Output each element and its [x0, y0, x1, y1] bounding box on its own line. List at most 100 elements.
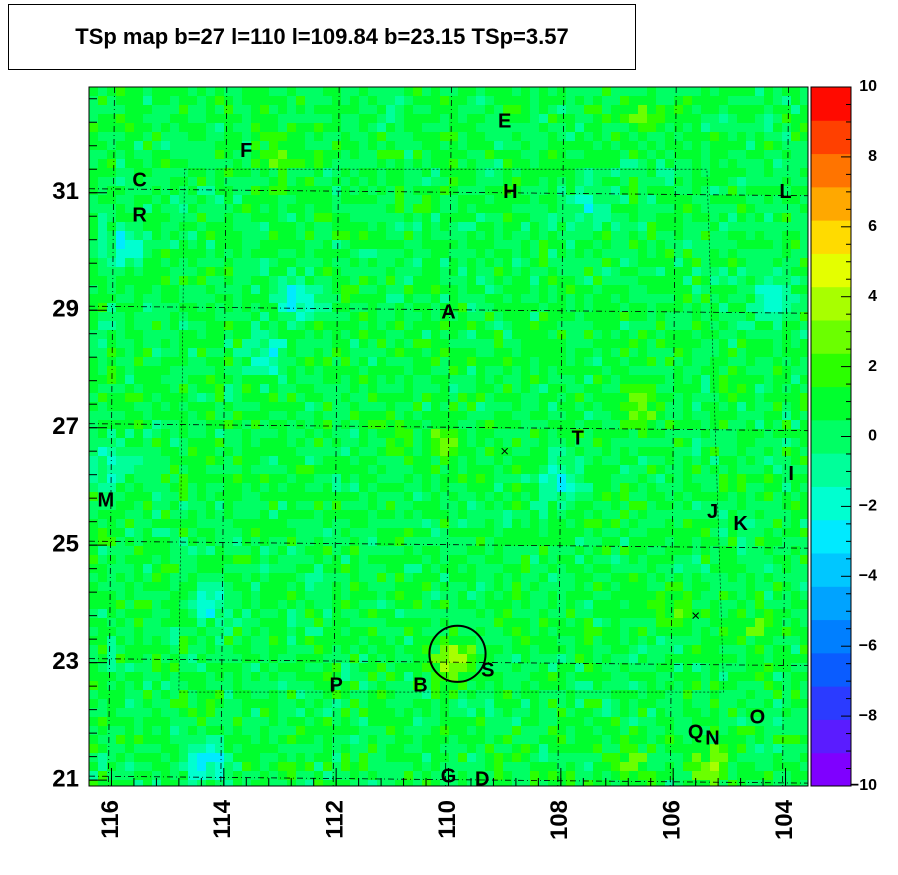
heatmap-cell [125, 555, 134, 564]
heatmap-cell [359, 627, 368, 636]
heatmap-cell [449, 492, 458, 501]
heatmap-cell [494, 348, 503, 357]
heatmap-cell [134, 213, 143, 222]
heatmap-cell [152, 330, 161, 339]
heatmap-cell [620, 168, 629, 177]
heatmap-cell [422, 438, 431, 447]
heatmap-cell [395, 195, 404, 204]
heatmap-cell [521, 465, 530, 474]
heatmap-cell [161, 339, 170, 348]
heatmap-cell [107, 123, 116, 132]
heatmap-cell [629, 546, 638, 555]
heatmap-cell [296, 573, 305, 582]
heatmap-cell [413, 474, 422, 483]
heatmap-cell [107, 348, 116, 357]
heatmap-cell [539, 222, 548, 231]
heatmap-cell [116, 114, 125, 123]
heatmap-cell [512, 231, 521, 240]
heatmap-cell [620, 213, 629, 222]
heatmap-cell [791, 303, 800, 312]
heatmap-cell [287, 330, 296, 339]
heatmap-cell [134, 357, 143, 366]
heatmap-cell [530, 627, 539, 636]
heatmap-cell [305, 195, 314, 204]
heatmap-cell [206, 627, 215, 636]
heatmap-cell [764, 105, 773, 114]
heatmap-cell [143, 222, 152, 231]
heatmap-cell [593, 105, 602, 114]
heatmap-cell [512, 132, 521, 141]
heatmap-cell [152, 582, 161, 591]
heatmap-cell [656, 114, 665, 123]
heatmap-cell [368, 195, 377, 204]
heatmap-cell [701, 465, 710, 474]
heatmap-cell [386, 582, 395, 591]
heatmap-cell [530, 438, 539, 447]
heatmap-cell [530, 537, 539, 546]
heatmap-cell [206, 411, 215, 420]
heatmap-cell [233, 645, 242, 654]
heatmap-cell [476, 555, 485, 564]
heatmap-cell [764, 510, 773, 519]
heatmap-cell [116, 150, 125, 159]
heatmap-cell [188, 501, 197, 510]
heatmap-cell [467, 609, 476, 618]
heatmap-cell [701, 87, 710, 96]
heatmap-cell [530, 501, 539, 510]
heatmap-cell [170, 618, 179, 627]
heatmap-cell [647, 186, 656, 195]
heatmap-cell [656, 105, 665, 114]
heatmap-cell [683, 501, 692, 510]
heatmap-cell [647, 402, 656, 411]
heatmap-cell [737, 375, 746, 384]
heatmap-cell [620, 357, 629, 366]
heatmap-cell [719, 87, 728, 96]
heatmap-cell [728, 519, 737, 528]
heatmap-cell [413, 249, 422, 258]
heatmap-cell [224, 591, 233, 600]
heatmap-cell [800, 546, 808, 555]
heatmap-cell [413, 222, 422, 231]
heatmap-cell [368, 465, 377, 474]
heatmap-cell [215, 402, 224, 411]
heatmap-cell [629, 555, 638, 564]
heatmap-cell [458, 429, 467, 438]
heatmap-cell [233, 96, 242, 105]
heatmap-cell [89, 519, 98, 528]
heatmap-cell [467, 87, 476, 96]
heatmap-cell [620, 429, 629, 438]
heatmap-cell [719, 213, 728, 222]
heatmap-cell [755, 492, 764, 501]
heatmap-cell [233, 159, 242, 168]
heatmap-cell [710, 627, 719, 636]
heatmap-cell [134, 429, 143, 438]
heatmap-cell [638, 177, 647, 186]
heatmap-cell [674, 276, 683, 285]
heatmap-cell [800, 501, 808, 510]
heatmap-cell [800, 600, 808, 609]
heatmap-cell [719, 402, 728, 411]
heatmap-cell [503, 321, 512, 330]
heatmap-cell [800, 141, 808, 150]
heatmap-cell [800, 222, 808, 231]
heatmap-cell [197, 132, 206, 141]
heatmap-cell [404, 627, 413, 636]
heatmap-cell [548, 501, 557, 510]
heatmap-cell [692, 636, 701, 645]
heatmap-cell [377, 105, 386, 114]
heatmap-cell [116, 213, 125, 222]
heatmap-cell [278, 96, 287, 105]
heatmap-cell [413, 537, 422, 546]
heatmap-cell [548, 411, 557, 420]
heatmap-cell [593, 195, 602, 204]
heatmap-cell [485, 402, 494, 411]
heatmap-cell [593, 618, 602, 627]
heatmap-cell [629, 393, 638, 402]
heatmap-cell [656, 141, 665, 150]
heatmap-cell [701, 240, 710, 249]
heatmap-cell [413, 204, 422, 213]
heatmap-cell [485, 456, 494, 465]
heatmap-cell [188, 618, 197, 627]
heatmap-cell [755, 600, 764, 609]
heatmap-cell [377, 249, 386, 258]
